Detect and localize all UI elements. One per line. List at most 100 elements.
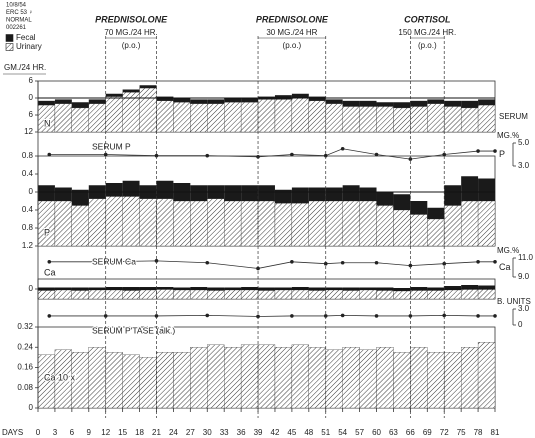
serum-label: SERUM Ca: [92, 256, 136, 266]
legend-label: Urinary: [16, 42, 42, 51]
urinary-bar: [325, 289, 343, 300]
urinary-bar: [37, 290, 56, 300]
serum-point: [374, 314, 379, 318]
fecal-bar: [274, 95, 292, 100]
x-tick-label: 21: [152, 428, 161, 437]
urinary-bar: [207, 198, 225, 247]
urinary-bar: [291, 97, 309, 133]
urinary-bar: [291, 289, 309, 300]
fecal-bar: [359, 187, 377, 201]
fecal-bar: [410, 100, 428, 107]
fecal-bar: [461, 285, 479, 290]
y2-tick-label: 11.0: [518, 253, 534, 262]
serum-point: [103, 314, 108, 318]
serum-point: [47, 152, 52, 157]
serum-axis-label: Ca: [499, 262, 511, 272]
y-tick-label: 0: [29, 284, 34, 293]
fecal-bar: [54, 99, 72, 104]
serum-label: SERUM P'TASE (alk.): [92, 325, 175, 335]
serum-point: [205, 153, 210, 158]
fecal-bar: [393, 102, 411, 108]
fecal-bar: [71, 189, 89, 206]
fecal-bar: [105, 183, 123, 197]
urinary-bar: [71, 290, 89, 300]
fecal-bar: [38, 100, 55, 106]
fecal-bar: [173, 98, 191, 103]
x-tick-label: 24: [169, 428, 178, 437]
urinary-bar: [291, 344, 309, 409]
urinary-bar: [460, 107, 479, 133]
fecal-bar: [410, 201, 428, 215]
x-tick-label: 42: [271, 428, 280, 437]
urinary-bar: [393, 209, 411, 247]
urinary-bar: [342, 106, 360, 133]
serum-line: [49, 314, 495, 317]
y-tick-label: 0: [29, 187, 34, 196]
urinary-bar: [71, 205, 89, 247]
urinary-bar: [308, 290, 326, 300]
fecal-bar: [241, 98, 259, 103]
urinary-bar: [325, 349, 343, 409]
urinary-bar: [460, 347, 479, 409]
y-tick-label: 0.4: [22, 169, 34, 178]
y-axis-label: GM./24 HR.: [4, 63, 46, 72]
serum-point: [154, 259, 159, 263]
serum-point: [340, 260, 345, 265]
serum-point: [442, 152, 447, 157]
fecal-bar: [224, 185, 242, 201]
x-tick-label: 27: [186, 428, 195, 437]
urinary-bar: [224, 289, 242, 300]
x-tick-label: 81: [491, 428, 500, 437]
urinary-bar: [444, 205, 462, 247]
fecal-bar: [156, 287, 174, 290]
x-tick-label: 33: [220, 428, 229, 437]
y2-tick-label: 0: [518, 320, 523, 329]
fecal-bar: [478, 285, 495, 290]
x-tick-label: 3: [53, 428, 58, 437]
serum-label: SERUM P: [92, 141, 131, 151]
urinary-bar: [477, 200, 496, 247]
serum-point: [205, 260, 210, 265]
urinary-bar: [376, 106, 394, 133]
urinary-bar: [444, 289, 462, 300]
urinary-bar: [224, 347, 242, 409]
urinary-bar: [444, 352, 462, 409]
serum-point: [47, 260, 52, 264]
urinary-bar: [291, 203, 309, 247]
x-tick-label: 18: [135, 428, 144, 437]
serum-point: [408, 263, 413, 268]
fecal-bar: [325, 99, 343, 104]
fecal-bar: [444, 185, 462, 206]
panel-label: Ca: [44, 267, 56, 277]
fecal-bar: [122, 180, 140, 197]
urinary-bar: [257, 290, 276, 300]
urinary-bar: [274, 347, 293, 409]
urinary-bar: [427, 218, 445, 247]
serum-point: [476, 260, 480, 264]
urinary-bar: [477, 342, 496, 409]
x-axis-label: DAYS: [2, 428, 23, 437]
urinary-bar: [54, 200, 73, 247]
urinary-bar: [54, 289, 73, 300]
serum-point: [290, 260, 294, 264]
fecal-bar: [342, 185, 360, 201]
x-tick-label: 63: [389, 428, 398, 437]
fecal-bar: [461, 100, 479, 108]
x-tick-label: 15: [118, 428, 127, 437]
urinary-bar: [156, 100, 174, 133]
fecal-bar: [241, 185, 259, 201]
urinary-bar: [376, 347, 394, 409]
fecal-bar: [342, 100, 360, 107]
y2-tick-label: 3.0: [518, 304, 530, 313]
urinary-bar: [444, 106, 462, 133]
urinary-bar: [240, 200, 259, 247]
serum-point: [442, 313, 447, 318]
legend-swatch: [5, 43, 14, 51]
panel-label: Ca 10 x: [44, 372, 76, 382]
serum-point: [47, 314, 52, 318]
fecal-bar: [444, 286, 462, 290]
urinary-bar: [190, 347, 208, 409]
urinary-bar: [122, 354, 140, 409]
x-tick-label: 60: [372, 428, 381, 437]
urinary-bar: [37, 200, 56, 247]
